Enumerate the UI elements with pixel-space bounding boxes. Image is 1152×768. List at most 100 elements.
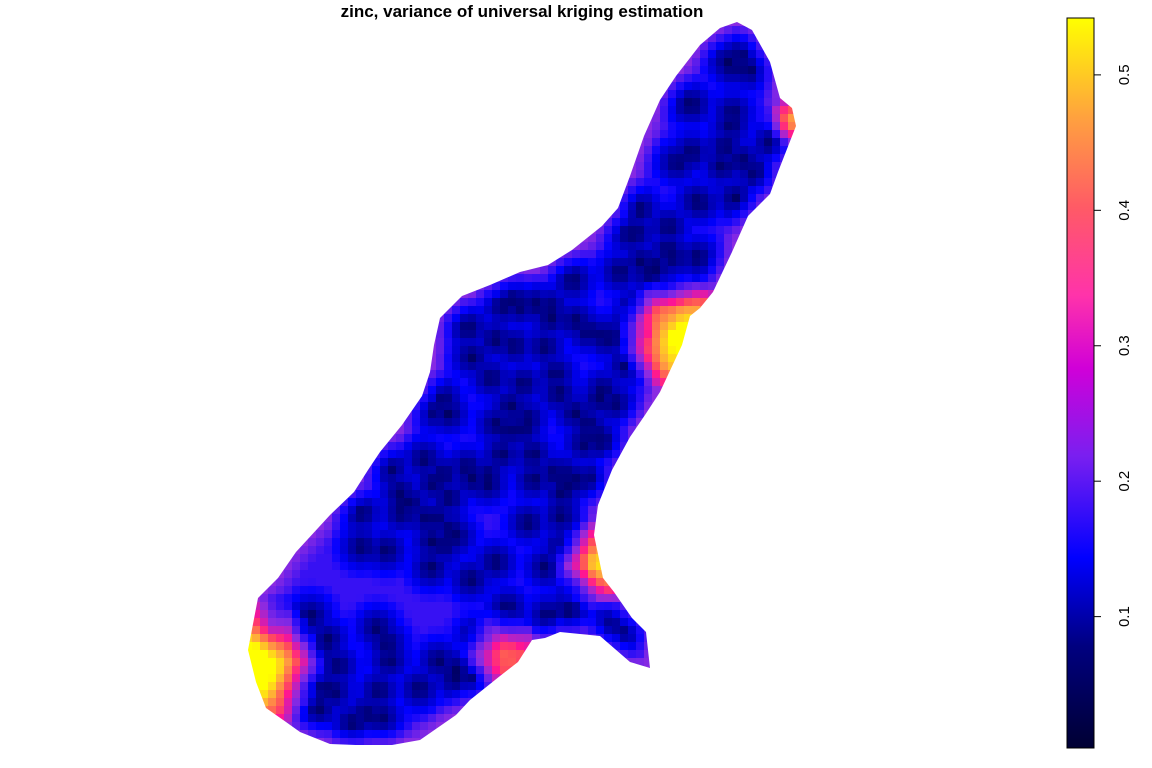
heatmap-cell — [468, 666, 476, 674]
heatmap-cell — [780, 106, 788, 114]
heatmap-cell — [668, 370, 676, 378]
heatmap-cell — [372, 554, 380, 562]
heatmap-cell — [364, 530, 372, 538]
heatmap-cell — [324, 626, 332, 634]
heatmap-cell — [268, 594, 276, 602]
heatmap-cell — [572, 282, 580, 290]
heatmap-cell — [444, 338, 452, 346]
heatmap-cell — [444, 402, 452, 410]
heatmap-cell — [380, 658, 388, 666]
heatmap-cell — [364, 690, 372, 698]
colorbar-tick-label: 0.2 — [1116, 471, 1133, 492]
heatmap-cell — [316, 570, 324, 578]
heatmap-cell — [460, 682, 468, 690]
heatmap-cell — [412, 594, 420, 602]
heatmap-cell — [572, 450, 580, 458]
heatmap-cell — [524, 610, 532, 618]
heatmap-cell — [308, 634, 316, 642]
heatmap-cell — [452, 490, 460, 498]
heatmap-cell — [604, 434, 612, 442]
heatmap-cell — [596, 378, 604, 386]
heatmap-cell — [596, 242, 604, 250]
heatmap-cell — [356, 506, 364, 514]
heatmap-cell — [708, 226, 716, 234]
heatmap-cell — [372, 514, 380, 522]
heatmap-cell — [452, 690, 460, 698]
heatmap-cell — [668, 266, 676, 274]
heatmap-cell — [396, 658, 404, 666]
heatmap-cell — [372, 746, 380, 754]
heatmap-cell — [324, 602, 332, 610]
heatmap-cell — [764, 170, 772, 178]
heatmap-cell — [588, 474, 596, 482]
heatmap-cell — [572, 314, 580, 322]
heatmap-cell — [516, 658, 524, 666]
heatmap-cell — [404, 538, 412, 546]
heatmap-cell — [612, 226, 620, 234]
heatmap-cell — [380, 586, 388, 594]
heatmap-cell — [428, 562, 436, 570]
heatmap-cell — [604, 618, 612, 626]
heatmap-cell — [444, 530, 452, 538]
heatmap-cell — [724, 42, 732, 50]
heatmap-cell — [580, 634, 588, 642]
heatmap-cell — [588, 362, 596, 370]
heatmap-cell — [708, 98, 716, 106]
heatmap-cell — [540, 298, 548, 306]
heatmap-cell — [596, 314, 604, 322]
heatmap-cell — [740, 130, 748, 138]
heatmap-cell — [740, 234, 748, 242]
heatmap-cell — [676, 114, 684, 122]
heatmap-cell — [300, 618, 308, 626]
heatmap-cell — [364, 578, 372, 586]
heatmap-cell — [628, 434, 636, 442]
heatmap-cell — [460, 434, 468, 442]
heatmap-cell — [700, 266, 708, 274]
heatmap-cell — [468, 562, 476, 570]
heatmap-cell — [748, 82, 756, 90]
heatmap-cell — [748, 66, 756, 74]
heatmap-cell — [572, 562, 580, 570]
heatmap-cell — [660, 90, 668, 98]
heatmap-cell — [452, 594, 460, 602]
heatmap-cell — [524, 394, 532, 402]
heatmap-cell — [476, 610, 484, 618]
heatmap-cell — [428, 482, 436, 490]
heatmap-cell — [436, 626, 444, 634]
heatmap-cell — [740, 162, 748, 170]
heatmap-cell — [412, 426, 420, 434]
heatmap-cell — [588, 314, 596, 322]
heatmap-cell — [388, 610, 396, 618]
heatmap-cell — [636, 354, 644, 362]
heatmap-cell — [692, 226, 700, 234]
heatmap-cell — [460, 642, 468, 650]
heatmap-cell — [500, 562, 508, 570]
heatmap-cell — [660, 306, 668, 314]
heatmap-cell — [388, 626, 396, 634]
heatmap-cell — [692, 154, 700, 162]
heatmap-cell — [612, 466, 620, 474]
heatmap-cell — [612, 594, 620, 602]
heatmap-cell — [580, 538, 588, 546]
heatmap-cell — [588, 266, 596, 274]
heatmap-cell — [572, 506, 580, 514]
heatmap-cell — [524, 562, 532, 570]
heatmap-cell — [780, 138, 788, 146]
heatmap-cell — [308, 642, 316, 650]
heatmap-cell — [724, 114, 732, 122]
heatmap-cell — [428, 418, 436, 426]
colorbar-legend: 0.10.20.30.40.5 — [1066, 17, 1133, 749]
heatmap-cell — [628, 402, 636, 410]
heatmap-cell — [652, 290, 660, 298]
heatmap-cell — [692, 162, 700, 170]
heatmap-cell — [388, 498, 396, 506]
heatmap-cell — [660, 322, 668, 330]
heatmap-cell — [556, 290, 564, 298]
heatmap-cell — [604, 338, 612, 346]
heatmap-cell — [428, 522, 436, 530]
heatmap-cell — [628, 306, 636, 314]
heatmap-cell — [660, 226, 668, 234]
heatmap-cell — [484, 314, 492, 322]
heatmap-cell — [300, 698, 308, 706]
heatmap-cell — [724, 98, 732, 106]
